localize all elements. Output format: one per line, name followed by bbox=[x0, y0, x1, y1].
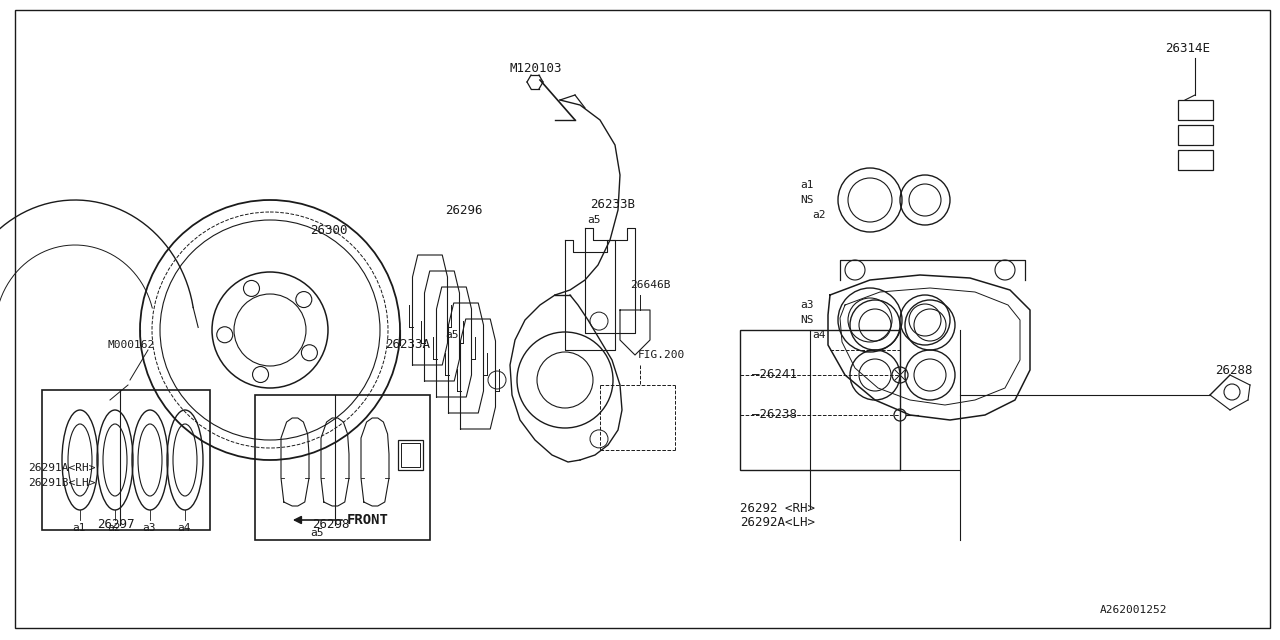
Text: a5: a5 bbox=[445, 330, 458, 340]
Text: NS: NS bbox=[800, 195, 814, 205]
Bar bbox=[740, 330, 900, 470]
Bar bbox=[255, 395, 430, 540]
Text: a3: a3 bbox=[800, 300, 814, 310]
Bar bbox=[42, 390, 210, 530]
Text: 26291A<RH>: 26291A<RH> bbox=[28, 463, 96, 473]
Text: 26300: 26300 bbox=[310, 223, 347, 237]
Text: 26291B<LH>: 26291B<LH> bbox=[28, 478, 96, 488]
Bar bbox=[1178, 100, 1213, 120]
Bar bbox=[1178, 150, 1213, 170]
Text: M120103: M120103 bbox=[509, 61, 562, 74]
Text: a1: a1 bbox=[800, 180, 814, 190]
Bar bbox=[398, 440, 422, 470]
Text: 26297: 26297 bbox=[97, 518, 134, 531]
Text: a3: a3 bbox=[142, 523, 155, 533]
Text: NS: NS bbox=[800, 315, 814, 325]
Text: a5: a5 bbox=[310, 528, 324, 538]
Text: 26233A: 26233A bbox=[385, 339, 430, 351]
Text: a1: a1 bbox=[72, 523, 86, 533]
Text: 26646B: 26646B bbox=[630, 280, 671, 290]
Text: 26233B: 26233B bbox=[590, 198, 635, 211]
Bar bbox=[401, 443, 420, 467]
Text: a4: a4 bbox=[177, 523, 191, 533]
Text: 26298: 26298 bbox=[312, 518, 349, 531]
Text: a4: a4 bbox=[812, 330, 826, 340]
Text: 26292A<LH>: 26292A<LH> bbox=[740, 516, 815, 529]
Text: 26288: 26288 bbox=[1215, 364, 1253, 376]
Text: 26292 <RH>: 26292 <RH> bbox=[740, 502, 815, 515]
Text: FRONT: FRONT bbox=[347, 513, 389, 527]
Text: 26296: 26296 bbox=[445, 204, 483, 216]
Text: A262001252: A262001252 bbox=[1100, 605, 1167, 615]
Text: —26238: —26238 bbox=[753, 408, 797, 422]
Bar bbox=[1178, 125, 1213, 145]
Text: M000162: M000162 bbox=[108, 340, 155, 350]
Text: FIG.200: FIG.200 bbox=[637, 350, 685, 360]
Text: —26241: —26241 bbox=[753, 369, 797, 381]
Text: 26314E: 26314E bbox=[1165, 42, 1210, 54]
Text: a2: a2 bbox=[812, 210, 826, 220]
Text: a5: a5 bbox=[588, 215, 600, 225]
Text: a2: a2 bbox=[108, 523, 120, 533]
